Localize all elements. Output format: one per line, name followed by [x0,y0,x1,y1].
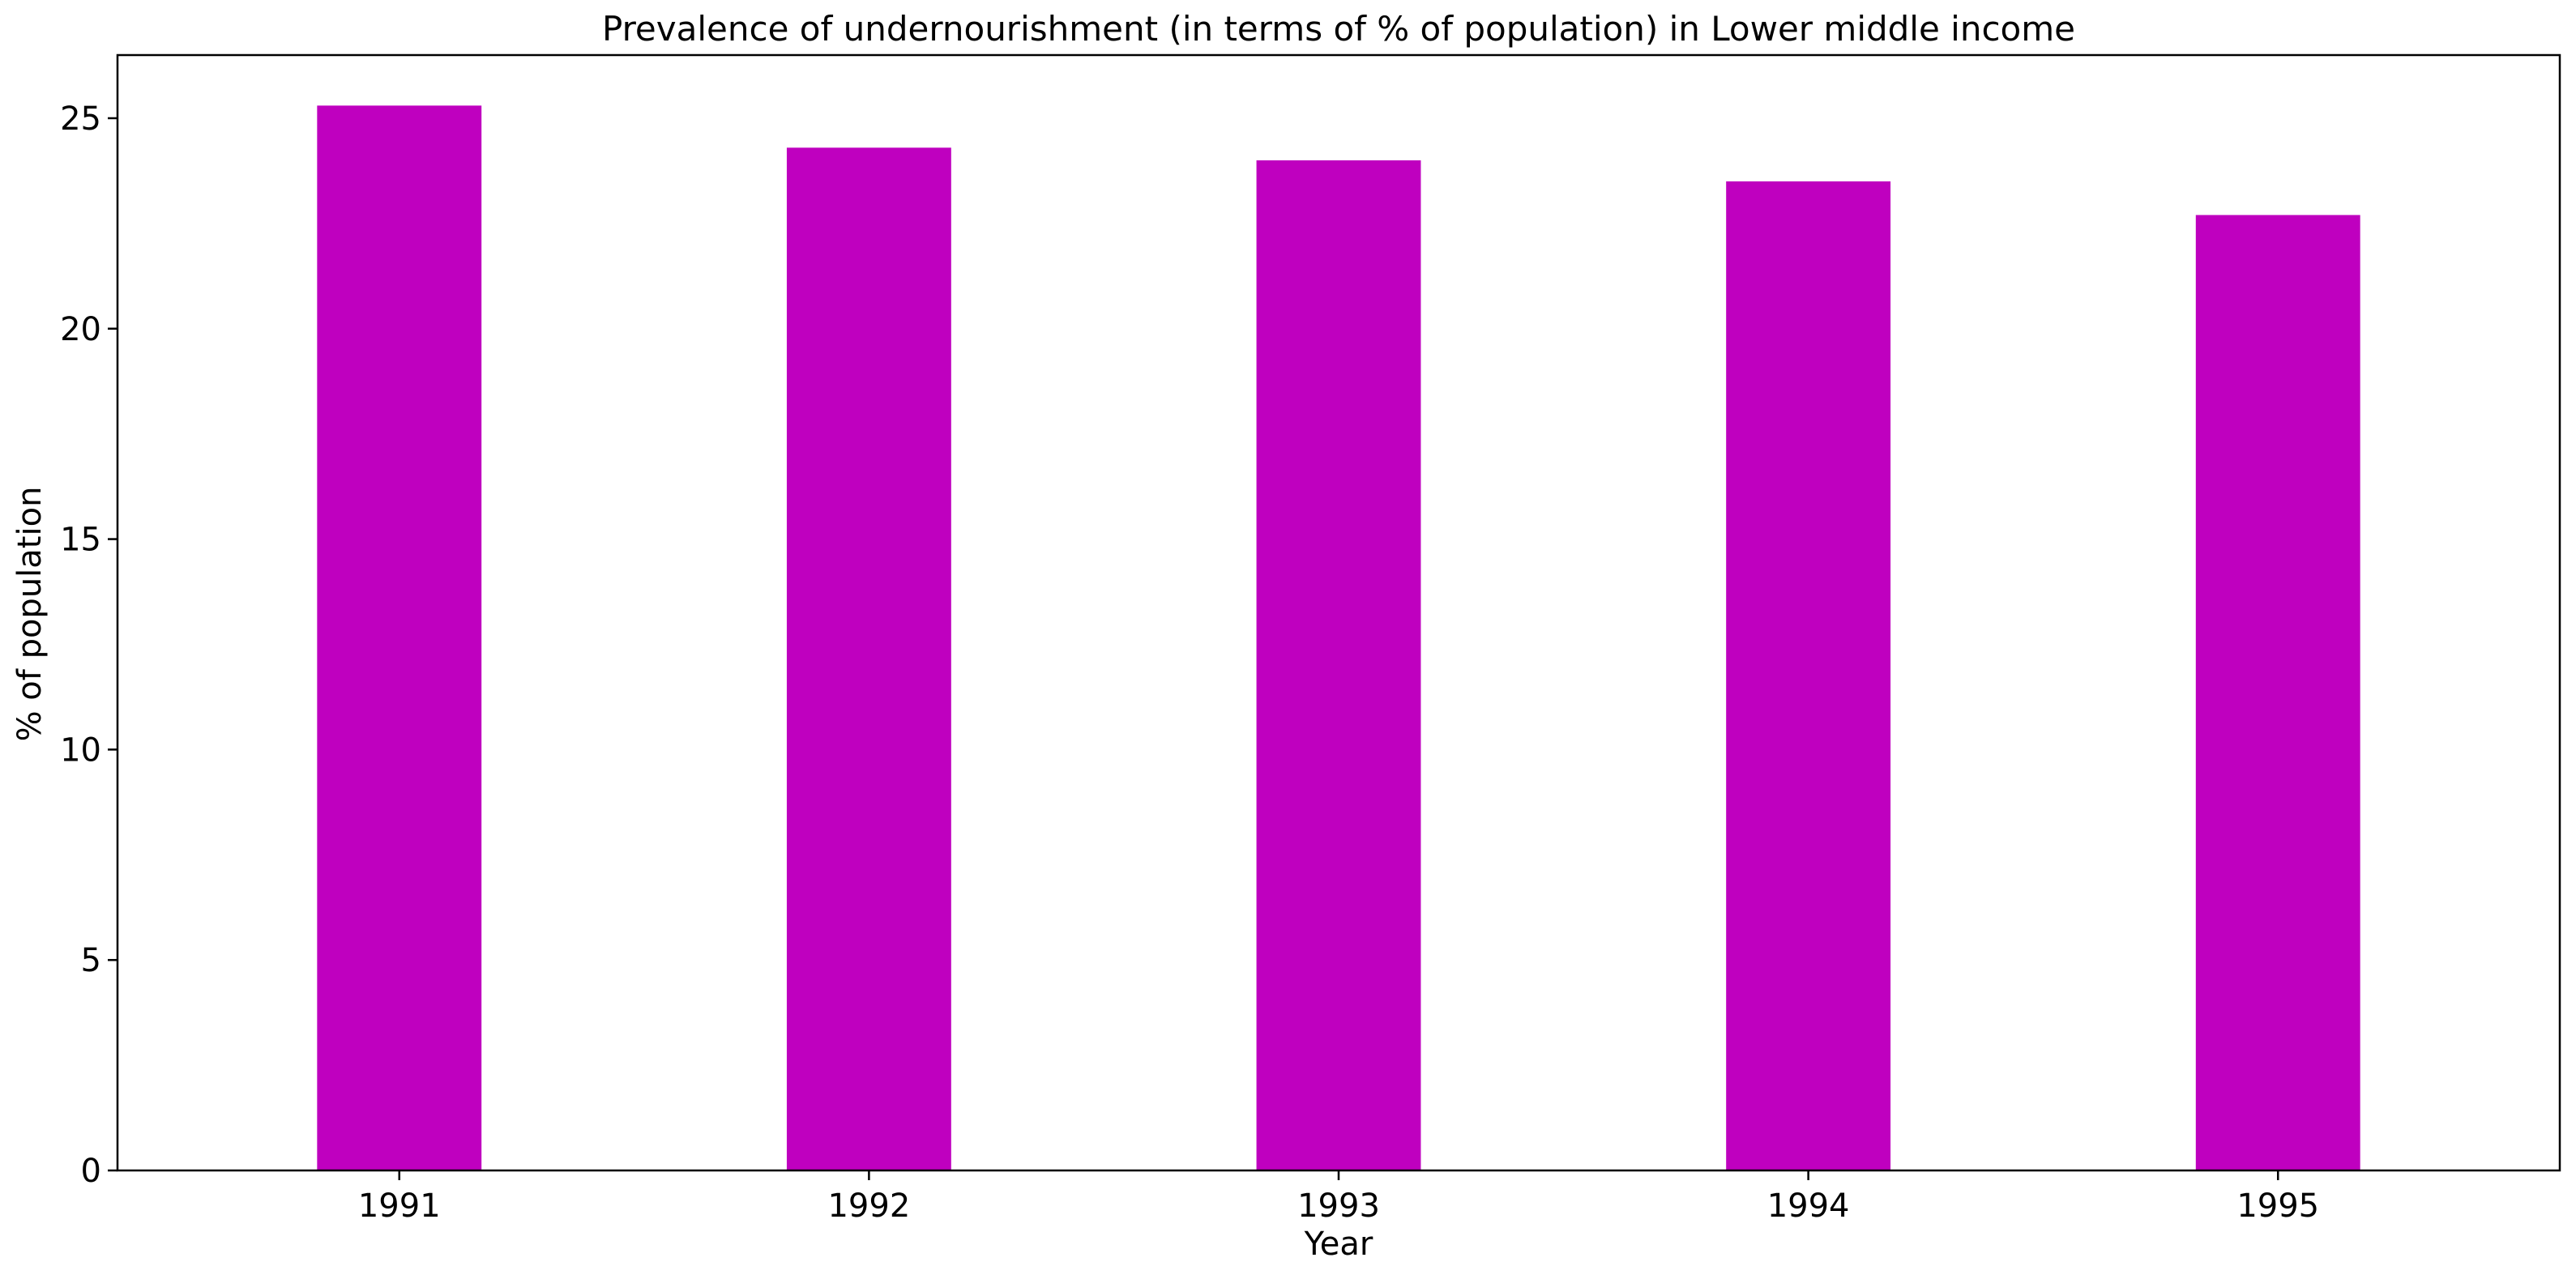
bar-1994 [1726,181,1891,1170]
x-tick-label: 1992 [827,1187,910,1225]
plot-frame [116,53,2561,1172]
y-tick-label: 10 [60,731,101,769]
x-axis-title: Year [1304,1226,1373,1263]
y-tick-label: 25 [60,100,101,138]
y-tick-label: 5 [81,942,101,979]
y-axis-ticks: 0 5 10 15 20 25 [60,100,117,1190]
y-tick-label: 15 [60,522,101,559]
y-tick-label: 0 [81,1153,101,1190]
x-tick-label: 1995 [2236,1187,2319,1225]
y-axis-title: % of population [11,487,49,742]
bar-1995 [2195,215,2360,1171]
chart-title: Prevalence of undernourishment (in terms… [602,9,2075,49]
x-tick-label: 1993 [1297,1187,1380,1225]
bar-1992 [786,147,951,1170]
x-tick-label: 1991 [358,1187,441,1225]
bar-1993 [1256,160,1421,1171]
x-axis-ticks: 1991 1992 1993 1994 1995 [358,1170,2319,1225]
x-tick-label: 1994 [1767,1187,1850,1225]
bar-1991 [317,105,482,1170]
bars-group [317,105,2360,1171]
y-tick-label: 20 [60,311,101,348]
